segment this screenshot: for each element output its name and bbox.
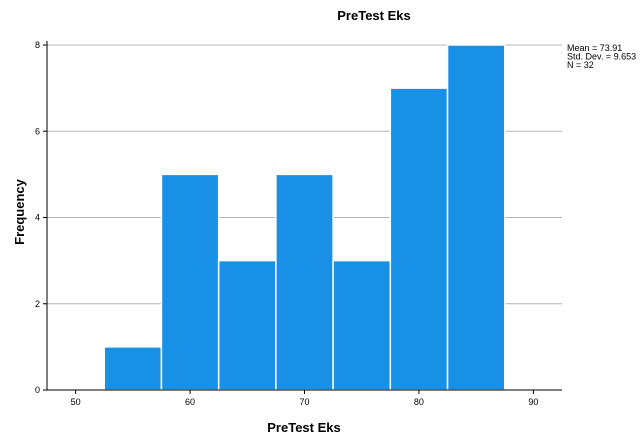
y-tick-label-8: 8: [35, 40, 40, 50]
stat-line-2: Std. Dev. = 9.653: [567, 52, 636, 62]
y-tick-labels: 0 2 4 6 8: [35, 40, 47, 395]
x-axis-label: PreTest Eks: [267, 420, 340, 435]
y-tick-label-6: 6: [35, 126, 40, 136]
y-axis-label: Frequency: [12, 178, 27, 245]
bar-6: [389, 87, 449, 391]
bars: [103, 44, 506, 391]
bar-1: [103, 346, 163, 391]
y-tick-label-0: 0: [35, 385, 40, 395]
bar-3: [217, 259, 277, 391]
bar-4: [275, 173, 334, 391]
chart-title: PreTest Eks: [337, 8, 410, 23]
x-tick-label-50: 50: [71, 397, 81, 407]
x-tick-label-90: 90: [528, 397, 538, 407]
stat-line-1: Mean = 73.91: [567, 43, 622, 53]
x-tick-label-80: 80: [414, 397, 424, 407]
bar-2: [160, 173, 220, 391]
bar-7: [446, 44, 506, 391]
x-tick-label-70: 70: [299, 397, 309, 407]
x-tick-label-60: 60: [185, 397, 195, 407]
y-tick-label-2: 2: [35, 299, 40, 309]
bar-5: [332, 259, 392, 391]
y-tick-label-4: 4: [35, 213, 40, 223]
x-tick-labels: 50 60 70 80 90: [71, 390, 538, 407]
stat-line-3: N = 32: [567, 60, 594, 70]
